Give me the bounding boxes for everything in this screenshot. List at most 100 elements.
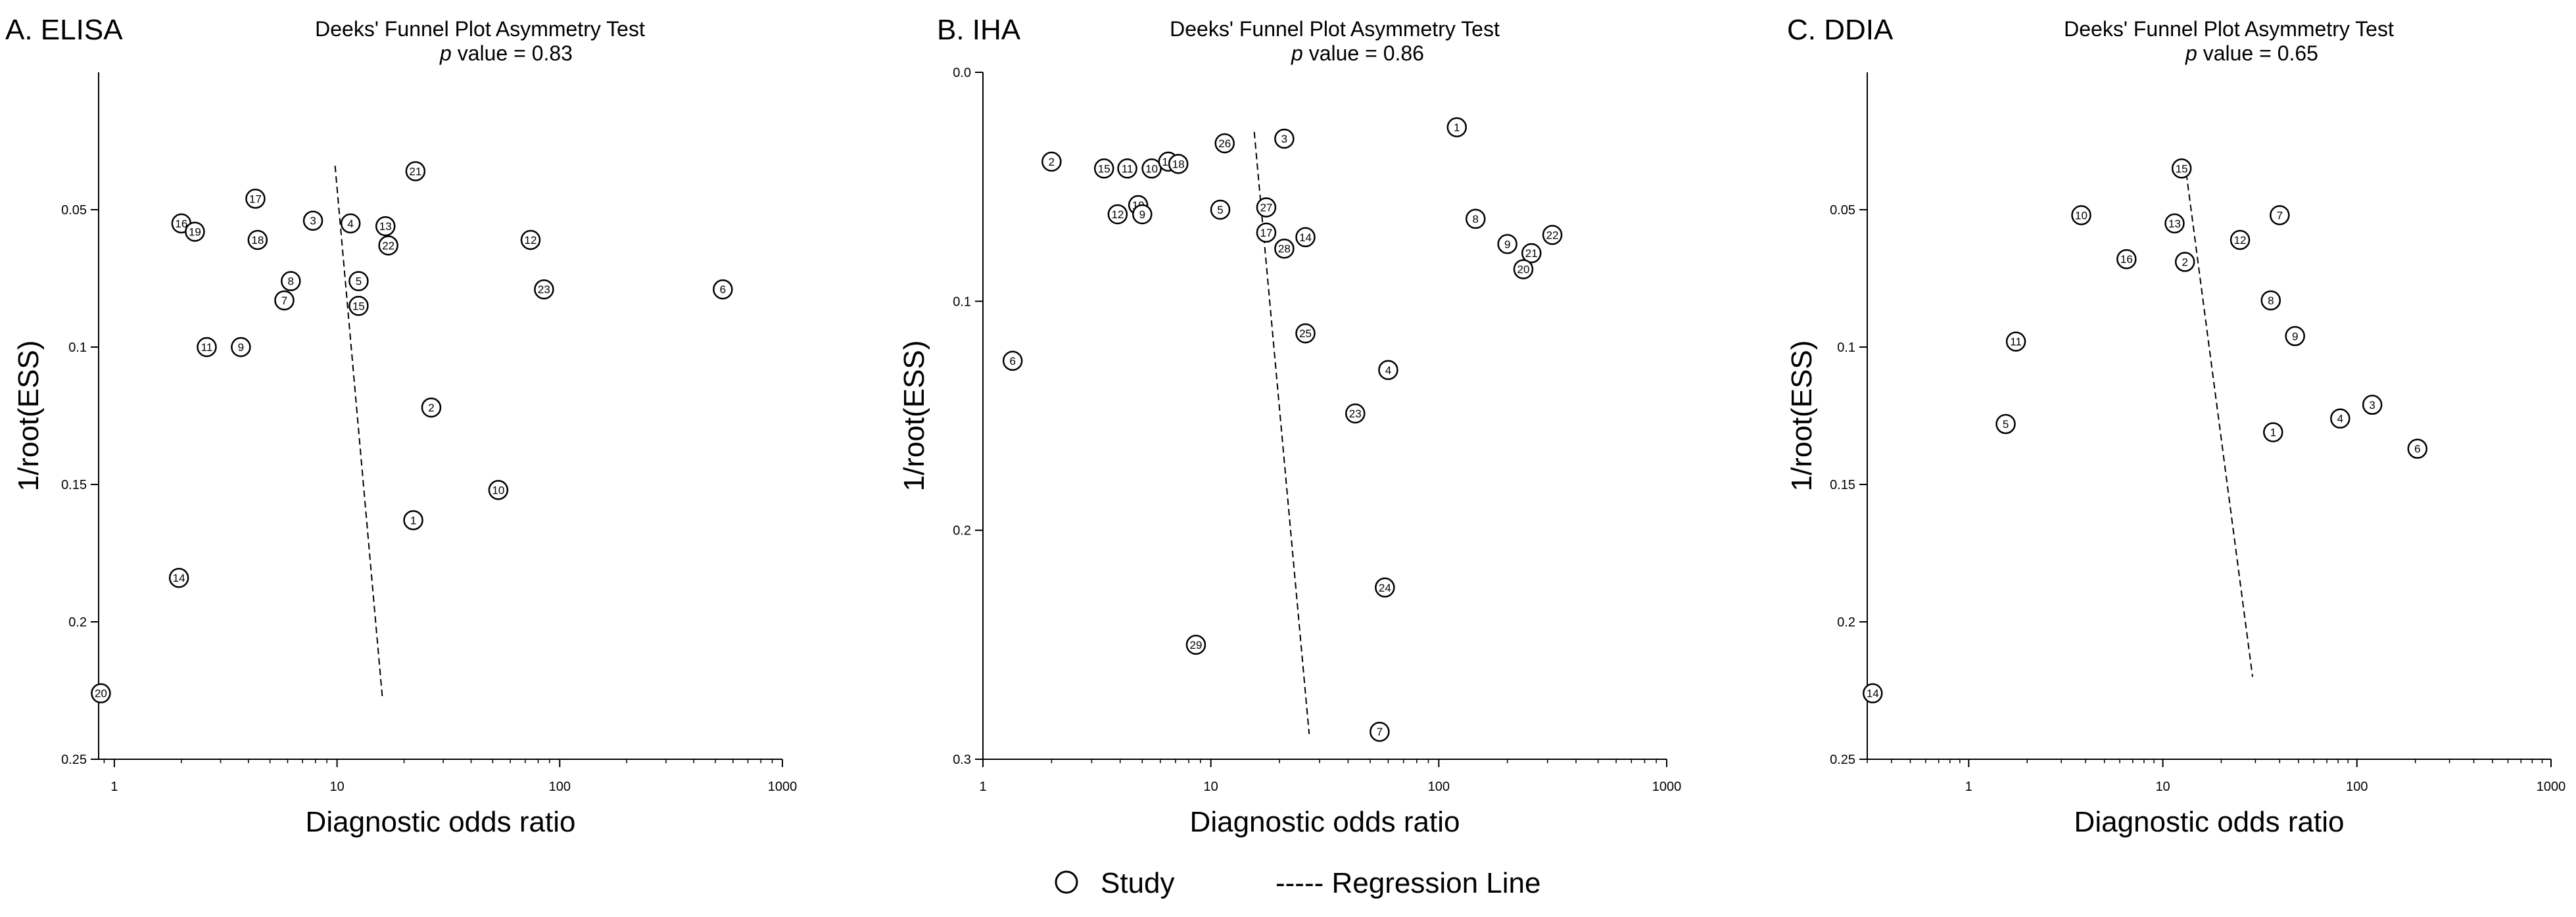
study-point-label: 7 — [1377, 726, 1383, 738]
study-point — [1542, 225, 1563, 245]
study-point — [281, 271, 301, 291]
study-point-label: 6 — [1009, 355, 1015, 367]
study-point-label: 17 — [249, 193, 262, 205]
study-point — [1466, 208, 1486, 229]
study-point — [403, 510, 423, 530]
study-point-label: 28 — [1278, 243, 1291, 255]
study-point — [348, 296, 369, 316]
study-point-label: 1 — [1454, 122, 1460, 134]
x-tick-label: 1000 — [768, 780, 798, 794]
p-symbol: p — [439, 41, 458, 65]
y-axis-label: 1/root(ESS) — [898, 341, 930, 492]
study-point — [340, 213, 361, 234]
study-point — [1345, 403, 1366, 424]
study-point-label: 11 — [2010, 336, 2022, 348]
study-point-label: 15 — [2176, 162, 2188, 175]
study-point — [1513, 259, 1534, 279]
regression-line — [334, 166, 383, 699]
study-point — [713, 279, 733, 300]
study-point-label: 5 — [356, 275, 362, 288]
study-point — [302, 210, 323, 231]
study-point-label: 23 — [538, 283, 550, 296]
study-point-label: 18 — [251, 234, 264, 247]
study-point-label: 21 — [1525, 247, 1538, 260]
study-point — [520, 229, 541, 250]
plot-title: Deeks' Funnel Plot Asymmetry Test — [315, 17, 645, 41]
x-tick-label: 10 — [2155, 780, 2170, 794]
y-tick-label: 0.0 — [953, 66, 971, 80]
x-axis-label: Diagnostic odds ratio — [306, 806, 576, 838]
x-tick-label: 1 — [1965, 780, 1972, 794]
y-tick-label: 0.2 — [68, 615, 87, 630]
panel-label: A. ELISA — [5, 14, 123, 46]
study-point-label: 2 — [2182, 256, 2187, 268]
plot-title: Deeks' Funnel Plot Asymmetry Test — [2064, 17, 2394, 41]
study-point-label: 1 — [410, 514, 416, 527]
study-point-label: 23 — [1349, 408, 1362, 420]
y-tick-label: 0.25 — [61, 753, 87, 767]
study-point-label: 4 — [1385, 364, 1391, 377]
study-point — [375, 216, 396, 237]
y-tick-label: 0.15 — [1830, 478, 1855, 492]
study-point — [2330, 408, 2350, 429]
y-tick-label: 0.2 — [1837, 615, 1855, 630]
study-point — [1168, 154, 1189, 174]
y-tick-label: 0.3 — [953, 753, 971, 767]
study-point-label: 6 — [2414, 443, 2420, 456]
y-tick-label: 0.1 — [1837, 341, 1855, 355]
study-point — [2230, 229, 2251, 250]
study-point — [488, 480, 509, 500]
study-point-label: 29 — [1189, 639, 1202, 651]
x-tick-label: 1 — [110, 780, 118, 794]
x-tick-label: 1000 — [1652, 780, 1682, 794]
panel-label: C. DDIA — [1787, 14, 1894, 46]
study-point-label: 22 — [1546, 229, 1559, 241]
study-point — [1185, 634, 1206, 655]
legend-study-label: Study — [1101, 867, 1175, 899]
study-point-label: 4 — [2337, 413, 2343, 425]
study-point — [1141, 158, 1162, 179]
study-point — [245, 189, 266, 209]
study-point-label: 9 — [2292, 330, 2298, 342]
study-point — [1370, 721, 1390, 742]
y-axis-label: 1/root(ESS) — [1786, 341, 1818, 492]
study-point-label: 5 — [1217, 204, 1223, 216]
legend-study-marker — [1055, 870, 1078, 894]
study-point — [1295, 227, 1316, 248]
y-tick-label: 0.1 — [953, 294, 971, 309]
study-point-label: 13 — [379, 220, 392, 233]
x-tick-label: 1 — [979, 780, 986, 794]
study-point-label: 12 — [525, 234, 537, 247]
study-point — [1093, 158, 1114, 179]
study-point — [247, 229, 268, 250]
study-point — [1295, 323, 1316, 344]
study-point — [91, 683, 111, 703]
study-point-label: 14 — [1867, 688, 1879, 700]
x-axis-label: Diagnostic odds ratio — [1190, 806, 1460, 838]
x-tick-label: 100 — [2346, 780, 2368, 794]
study-point — [168, 567, 189, 588]
study-point-label: 3 — [1281, 133, 1287, 145]
y-tick-label: 0.05 — [61, 203, 87, 218]
study-point-label: 17 — [1260, 227, 1272, 239]
study-point-label: 22 — [382, 239, 394, 252]
study-point — [1117, 158, 1137, 179]
study-point-label: 9 — [1504, 238, 1510, 250]
p-value: value = 0.86 — [1309, 41, 1424, 65]
study-point-label: 9 — [1139, 208, 1145, 221]
study-point-label: 13 — [2168, 218, 2181, 230]
study-point-label: 12 — [2234, 234, 2247, 247]
study-point — [1274, 238, 1295, 259]
study-point — [2171, 158, 2192, 179]
p-value: value = 0.65 — [2203, 41, 2318, 65]
study-point-label: 3 — [310, 215, 316, 227]
p-symbol: p — [2185, 41, 2203, 65]
study-point — [2164, 213, 2185, 234]
study-point-label: 7 — [2277, 209, 2283, 222]
y-axis-label: 1/root(ESS) — [12, 341, 45, 492]
x-axis-label: Diagnostic odds ratio — [2074, 806, 2345, 838]
study-point — [378, 235, 398, 256]
study-point — [2362, 394, 2383, 415]
y-tick-label: 0.2 — [953, 524, 971, 538]
